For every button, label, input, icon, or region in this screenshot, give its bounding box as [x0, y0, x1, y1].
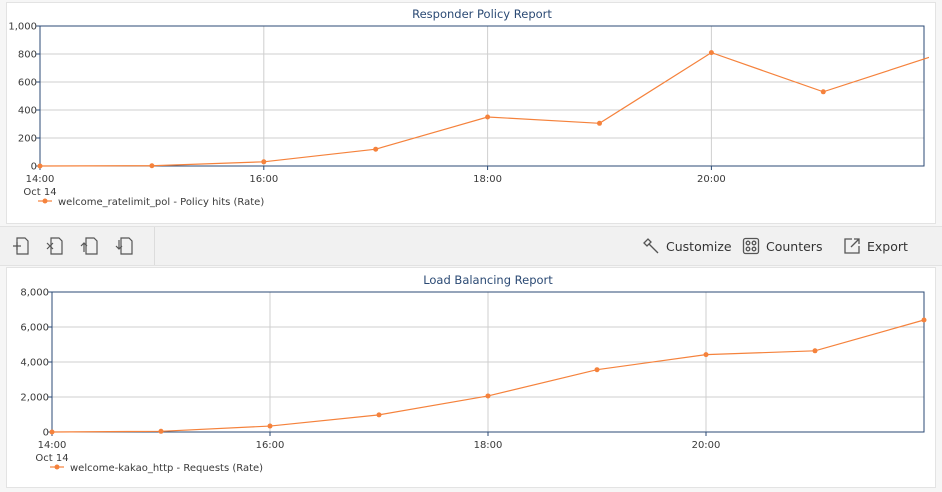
load-balancing-chart: Load Balancing Report 0 2,000 4,000 6,000 8,0…: [20, 273, 927, 474]
export-label: Export: [867, 238, 908, 254]
add-report-icon[interactable]: [11, 236, 31, 256]
data-point: [485, 114, 491, 120]
x-tick-label: 16:00: [256, 440, 285, 451]
data-point: [267, 423, 273, 429]
data-point: [376, 412, 382, 418]
move-down-report-icon[interactable]: [115, 236, 135, 256]
y-tick-label: 8,000: [20, 288, 49, 299]
data-point: [485, 393, 491, 399]
x-tick-label: 18:00: [474, 440, 503, 451]
y-tick-label: 600: [18, 78, 37, 89]
customize-label: Customize: [666, 238, 732, 254]
hammer-icon: [643, 238, 659, 254]
plot-frame: [39, 25, 925, 167]
x-date-label: Oct 14: [23, 187, 56, 198]
data-point: [921, 317, 927, 323]
data-point: [820, 89, 826, 95]
chart-title: Load Balancing Report: [423, 273, 553, 287]
y-tick-label: 1,000: [8, 22, 37, 33]
y-tick-label: 0: [43, 428, 49, 439]
data-point: [373, 146, 379, 152]
data-point: [149, 163, 155, 169]
x-tick-label: 14:00: [38, 440, 67, 451]
counters-label: Counters: [766, 238, 823, 254]
data-point: [703, 352, 709, 358]
legend-label: welcome_ratelimit_pol - Policy hits (Rat…: [58, 197, 264, 208]
report-actions-group: [0, 227, 155, 265]
customize-button[interactable]: Customize: [642, 235, 732, 257]
y-tick-label: 200: [18, 134, 37, 145]
x-tick-label: 14:00: [26, 174, 55, 185]
data-point: [261, 159, 267, 165]
y-tick-label: 6,000: [20, 323, 49, 334]
plot-frame: [51, 291, 925, 433]
export-button[interactable]: Export: [843, 235, 908, 257]
y-tick-label: 0: [31, 162, 37, 173]
x-tick-label: 20:00: [697, 174, 726, 185]
export-icon: [844, 238, 860, 254]
chart-title: Responder Policy Report: [412, 7, 552, 21]
y-tick-label: 4,000: [20, 358, 49, 369]
move-up-report-icon[interactable]: [80, 236, 100, 256]
responder-policy-panel: [6, 2, 936, 224]
legend-label: welcome-kakao_http - Requests (Rate): [70, 463, 263, 474]
data-point: [594, 367, 600, 373]
data-point: [812, 348, 818, 354]
counters-icon: [742, 237, 760, 255]
y-tick-label: 400: [18, 106, 37, 117]
x-tick-label: 16:00: [249, 174, 278, 185]
delete-report-icon[interactable]: [45, 236, 65, 256]
y-tick-label: 2,000: [20, 393, 49, 404]
x-tick-label: 20:00: [692, 440, 721, 451]
legend-swatch-marker: [42, 198, 48, 204]
data-point: [158, 428, 164, 434]
report-toolbar: Customize Counters Export: [0, 226, 942, 266]
x-date-label: Oct 14: [35, 453, 68, 464]
data-point: [37, 163, 43, 169]
legend-swatch-marker: [54, 464, 60, 470]
y-tick-label: 800: [18, 50, 37, 61]
responder-policy-chart: Responder Policy Report 0 200 400 600 800 1,00…: [8, 7, 929, 208]
counters-button[interactable]: Counters: [742, 235, 822, 257]
data-point: [708, 50, 714, 56]
load-balancing-panel: [6, 267, 936, 488]
x-tick-label: 18:00: [473, 174, 502, 185]
data-point: [49, 429, 55, 435]
data-point: [596, 120, 602, 126]
